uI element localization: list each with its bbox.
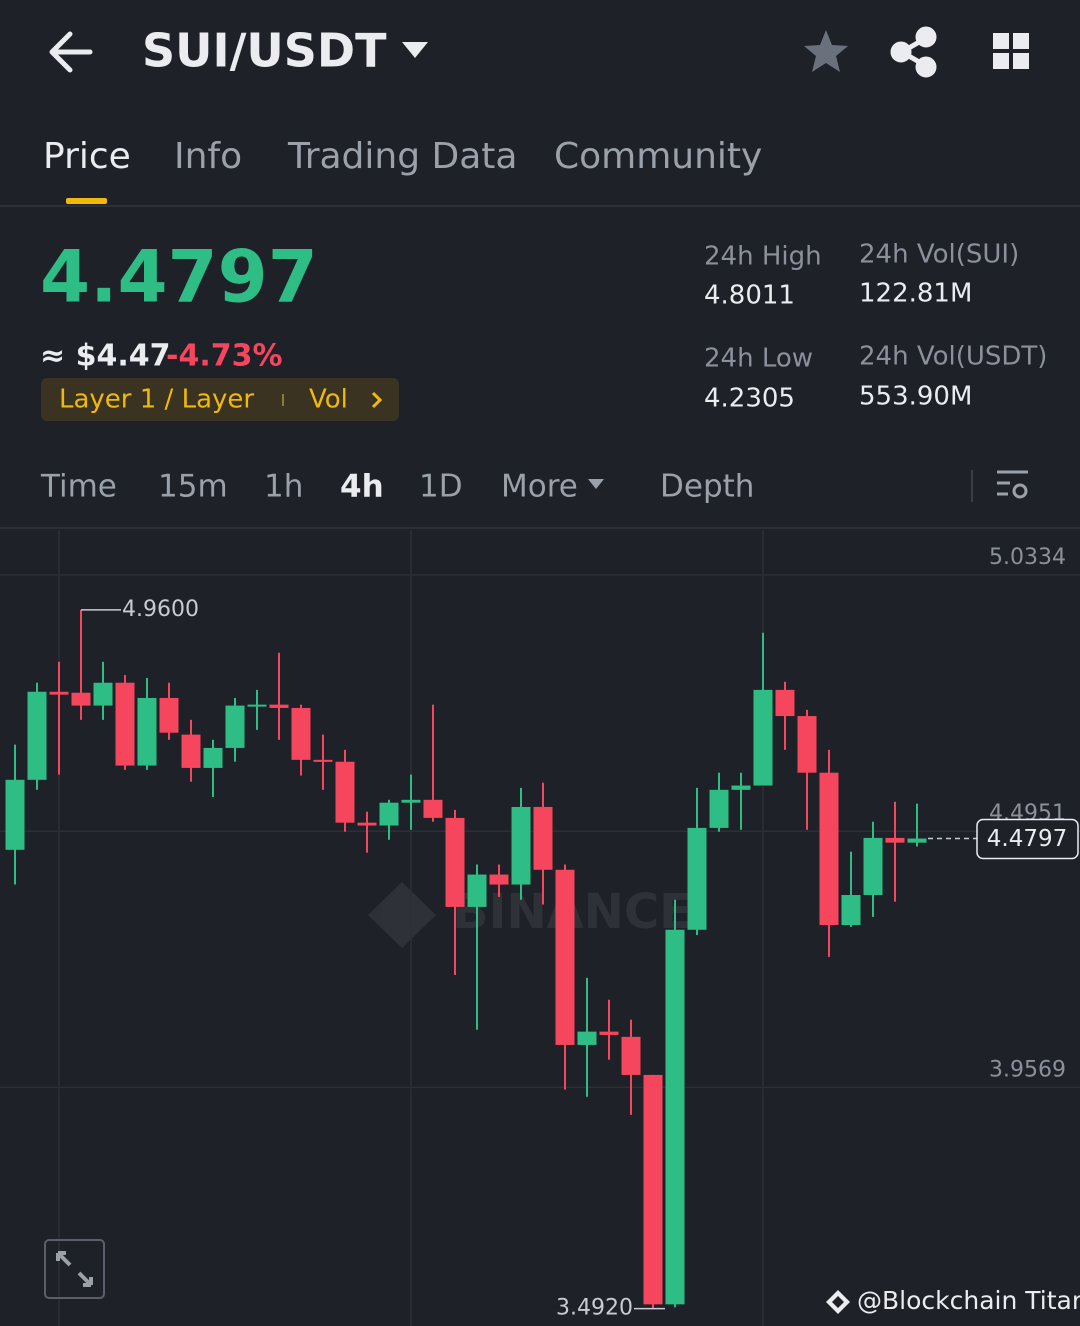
stat-label: 24h Low <box>704 344 813 374</box>
tag-chevron <box>371 391 383 409</box>
candle-body <box>687 827 707 930</box>
credit-icon <box>826 1290 850 1314</box>
tag-box[interactable] <box>41 378 399 421</box>
y-tick-label: 3.9569 <box>989 1057 1066 1082</box>
stat-label: 24h High <box>704 242 822 272</box>
candle-body <box>291 707 311 760</box>
candle-body <box>841 895 861 926</box>
stat-value: 553.90M <box>859 382 972 412</box>
candle-body <box>863 837 883 896</box>
candle-body <box>5 779 25 850</box>
candle-body <box>71 692 91 706</box>
interval[interactable]: 15m <box>158 469 228 505</box>
last-price-tag <box>976 818 1079 860</box>
candle-body <box>907 838 927 843</box>
tag-extra[interactable]: Vol <box>309 385 348 415</box>
candle-body <box>335 761 355 823</box>
candle-body <box>49 691 69 695</box>
candle-body <box>665 929 685 1305</box>
candle-body <box>511 806 531 885</box>
candle-body <box>731 785 751 790</box>
candle-body <box>753 689 773 786</box>
candle-body <box>379 802 399 826</box>
candle-body <box>115 682 135 766</box>
candle-body <box>313 759 333 762</box>
tab-indicator <box>66 198 107 204</box>
candle-body <box>269 704 289 708</box>
candle-body <box>819 772 839 926</box>
candle-body <box>225 705 245 748</box>
pair-title[interactable]: SUI/USDT <box>142 24 387 78</box>
candle-body <box>643 1074 663 1305</box>
low-label: 3.4920 <box>556 1296 633 1321</box>
y-tick-label: 5.0334 <box>989 545 1066 570</box>
last-price: 4.4797 <box>40 235 318 319</box>
candle-body <box>27 691 47 780</box>
stat-value: 4.8011 <box>704 281 795 311</box>
stat-label: 24h Vol(USDT) <box>859 342 1047 372</box>
more-caret <box>588 479 604 489</box>
high-label: 4.9600 <box>122 597 199 622</box>
last-price-label: 4.4797 <box>987 826 1067 852</box>
tab[interactable]: Info <box>174 136 242 177</box>
tab[interactable]: Trading Data <box>287 136 517 177</box>
candle-body <box>797 716 817 773</box>
candle-body <box>709 789 729 828</box>
interval[interactable]: 1h <box>264 469 303 505</box>
grid-menu-icon[interactable] <box>993 33 1029 69</box>
candle-body <box>599 1031 619 1035</box>
candle-body <box>423 799 443 818</box>
chart-settings-icon[interactable] <box>997 470 1028 499</box>
candle-body <box>555 869 575 1045</box>
candle-body <box>445 817 465 907</box>
candle-body <box>467 874 487 907</box>
candle-body <box>577 1031 597 1045</box>
favorite-icon[interactable] <box>804 30 848 72</box>
price-change: -4.73% <box>166 339 283 374</box>
candle-body <box>533 806 553 870</box>
interval[interactable]: 4h <box>340 469 384 505</box>
back-button[interactable] <box>49 31 93 73</box>
candle-body <box>137 697 157 766</box>
candle-body <box>159 697 179 733</box>
stat-value: 122.81M <box>859 279 972 309</box>
candle-body <box>181 734 201 768</box>
usd-price: ≈ $4.47 <box>40 339 170 374</box>
share-icon[interactable] <box>890 26 937 78</box>
expand-button[interactable] <box>44 1239 105 1299</box>
tag[interactable]: Layer 1 / Layer <box>59 385 254 415</box>
candle-body <box>621 1036 641 1075</box>
candle-body <box>357 822 377 826</box>
interval[interactable]: Time <box>40 469 117 505</box>
candle-body <box>885 837 905 843</box>
candle-body <box>775 689 795 717</box>
interval[interactable]: 1D <box>419 469 463 505</box>
stat-label: 24h Vol(SUI) <box>859 240 1019 270</box>
candle-body <box>93 682 113 706</box>
interval[interactable]: Depth <box>660 469 754 505</box>
candle-body <box>203 747 223 768</box>
expand-icon <box>56 1251 93 1287</box>
candle-body <box>247 704 267 707</box>
interval[interactable]: More <box>501 469 578 505</box>
candle-body <box>489 874 509 885</box>
tab[interactable]: Price <box>43 136 131 177</box>
credit: @Blockchain Titan <box>857 1286 1080 1315</box>
tab[interactable]: Community <box>554 136 762 177</box>
pair-dropdown[interactable] <box>402 42 428 58</box>
stat-value: 4.2305 <box>704 384 795 414</box>
candle-body <box>401 799 421 803</box>
